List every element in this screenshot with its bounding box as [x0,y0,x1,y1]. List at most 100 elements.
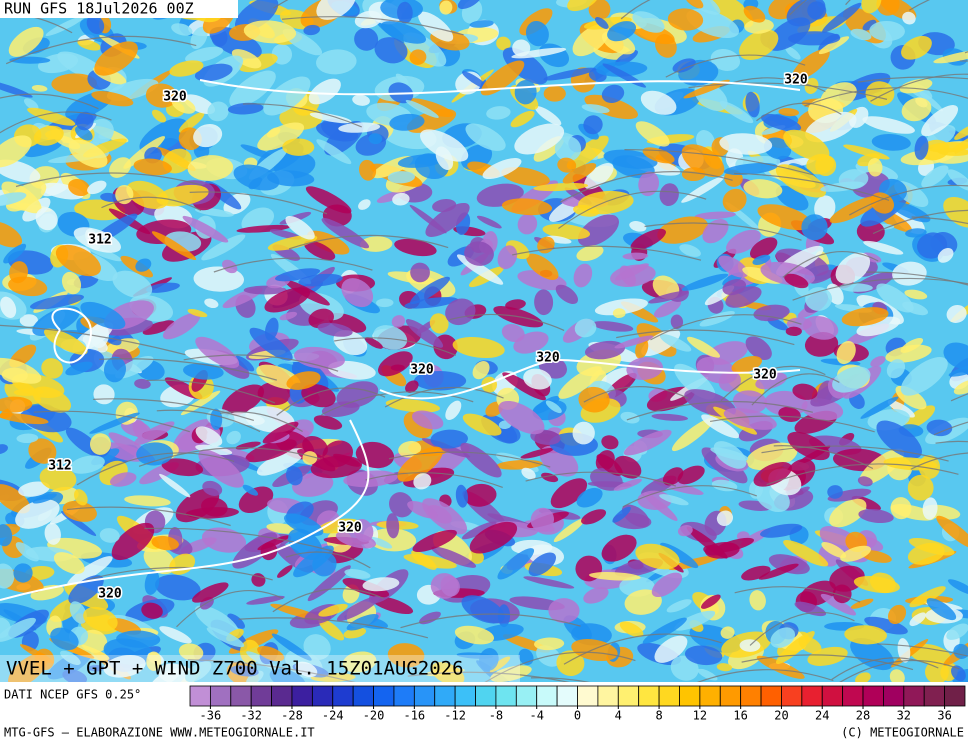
field-blob [425,202,470,237]
colorbar-swatch [209,685,232,707]
field-blob [389,113,425,131]
field-blob [16,433,39,444]
field-blob [135,258,152,272]
wind-streamline [910,452,968,470]
field-blob [193,124,223,148]
field-blob [112,270,153,299]
footer-right: (C) METEOGIORNALE [841,726,964,740]
field-blob [308,78,341,105]
wind-streamline [76,452,235,486]
wind-streamline [751,373,840,406]
field-blob [124,495,171,507]
field-blob [576,245,604,262]
wind-streamline [720,365,826,401]
colorbar-swatch [699,685,721,707]
field-blob [681,167,706,182]
field-blob [55,244,101,277]
field-blob [832,366,871,393]
wind-streamline [334,337,457,356]
header-box [0,0,238,18]
field-blob [257,122,305,151]
field-blob [921,105,959,137]
wind-streamline [219,411,303,433]
field-blob [461,521,497,540]
wind-streamline [388,451,551,468]
field-blob [829,565,865,592]
field-blob [876,283,914,313]
colorbar-tick-label: -12 [444,709,466,723]
field-blob [68,178,90,197]
field-blob [743,179,783,199]
field-blob [150,668,182,682]
wind-streamline [0,93,99,110]
field-blob [374,37,408,64]
wind-streamline [804,87,968,107]
field-blob [900,338,924,353]
field-blob [462,71,488,89]
colorbar-tick-label: 24 [815,709,829,723]
field-blob [514,123,565,155]
field-blob [445,400,462,421]
field-blob [921,165,949,188]
wind-streamline [734,172,890,201]
colorbar-swatch [454,685,476,707]
field-blob [75,111,94,131]
field-blob [832,584,852,604]
field-blob [839,283,873,292]
colorbar-swatch [332,685,354,707]
field-blob [145,83,178,108]
field-blob [385,398,440,413]
wind-streamline [761,445,949,462]
field-blob [870,355,886,368]
wind-streamline [288,234,449,250]
field-blob [638,171,660,197]
field-blob [0,524,13,547]
field-blob [277,565,293,578]
field-blob [716,663,733,672]
field-blob [745,336,772,361]
field-blob [543,67,596,81]
field-blob [486,106,511,120]
field-blob [850,598,874,609]
field-blob [0,484,31,514]
colorbar-swatch [801,685,823,707]
field-blob [501,198,553,216]
field-blob [951,665,966,682]
field-blob [369,537,393,549]
field-blob [397,1,413,24]
wind-streamline [908,0,931,11]
field-blob [161,458,204,477]
field-blob [91,91,134,107]
field-blob [243,20,297,44]
wind-streamline [866,271,968,286]
field-blob [50,627,79,651]
field-blob [714,537,755,553]
field-blob [787,431,830,461]
field-blob [584,340,626,360]
field-blob [607,21,637,42]
field-blob [947,579,968,596]
field-blob [222,259,238,274]
field-blob [601,435,619,450]
field-blob [0,357,42,384]
field-blob [548,598,580,624]
field-blob [368,133,383,145]
field-blob [222,384,265,417]
field-blob [876,0,900,16]
field-blob [279,311,298,321]
wind-streamline [15,172,203,188]
colorbar-tick-label: 28 [856,709,870,723]
wind-streamline [484,651,636,682]
field-blob [523,576,575,589]
field-blob [409,49,427,65]
colorbar-swatch [923,685,946,707]
field-blob [169,60,204,77]
run-label: RUN GFS 18Jul2026 00Z [4,0,194,18]
wind-streamline [559,171,733,203]
field-blob [413,473,432,490]
field-blob [342,651,377,673]
field-blob [496,36,511,51]
field-blob [469,20,494,28]
colorbar-swatch [230,685,252,707]
field-blob [502,372,546,401]
